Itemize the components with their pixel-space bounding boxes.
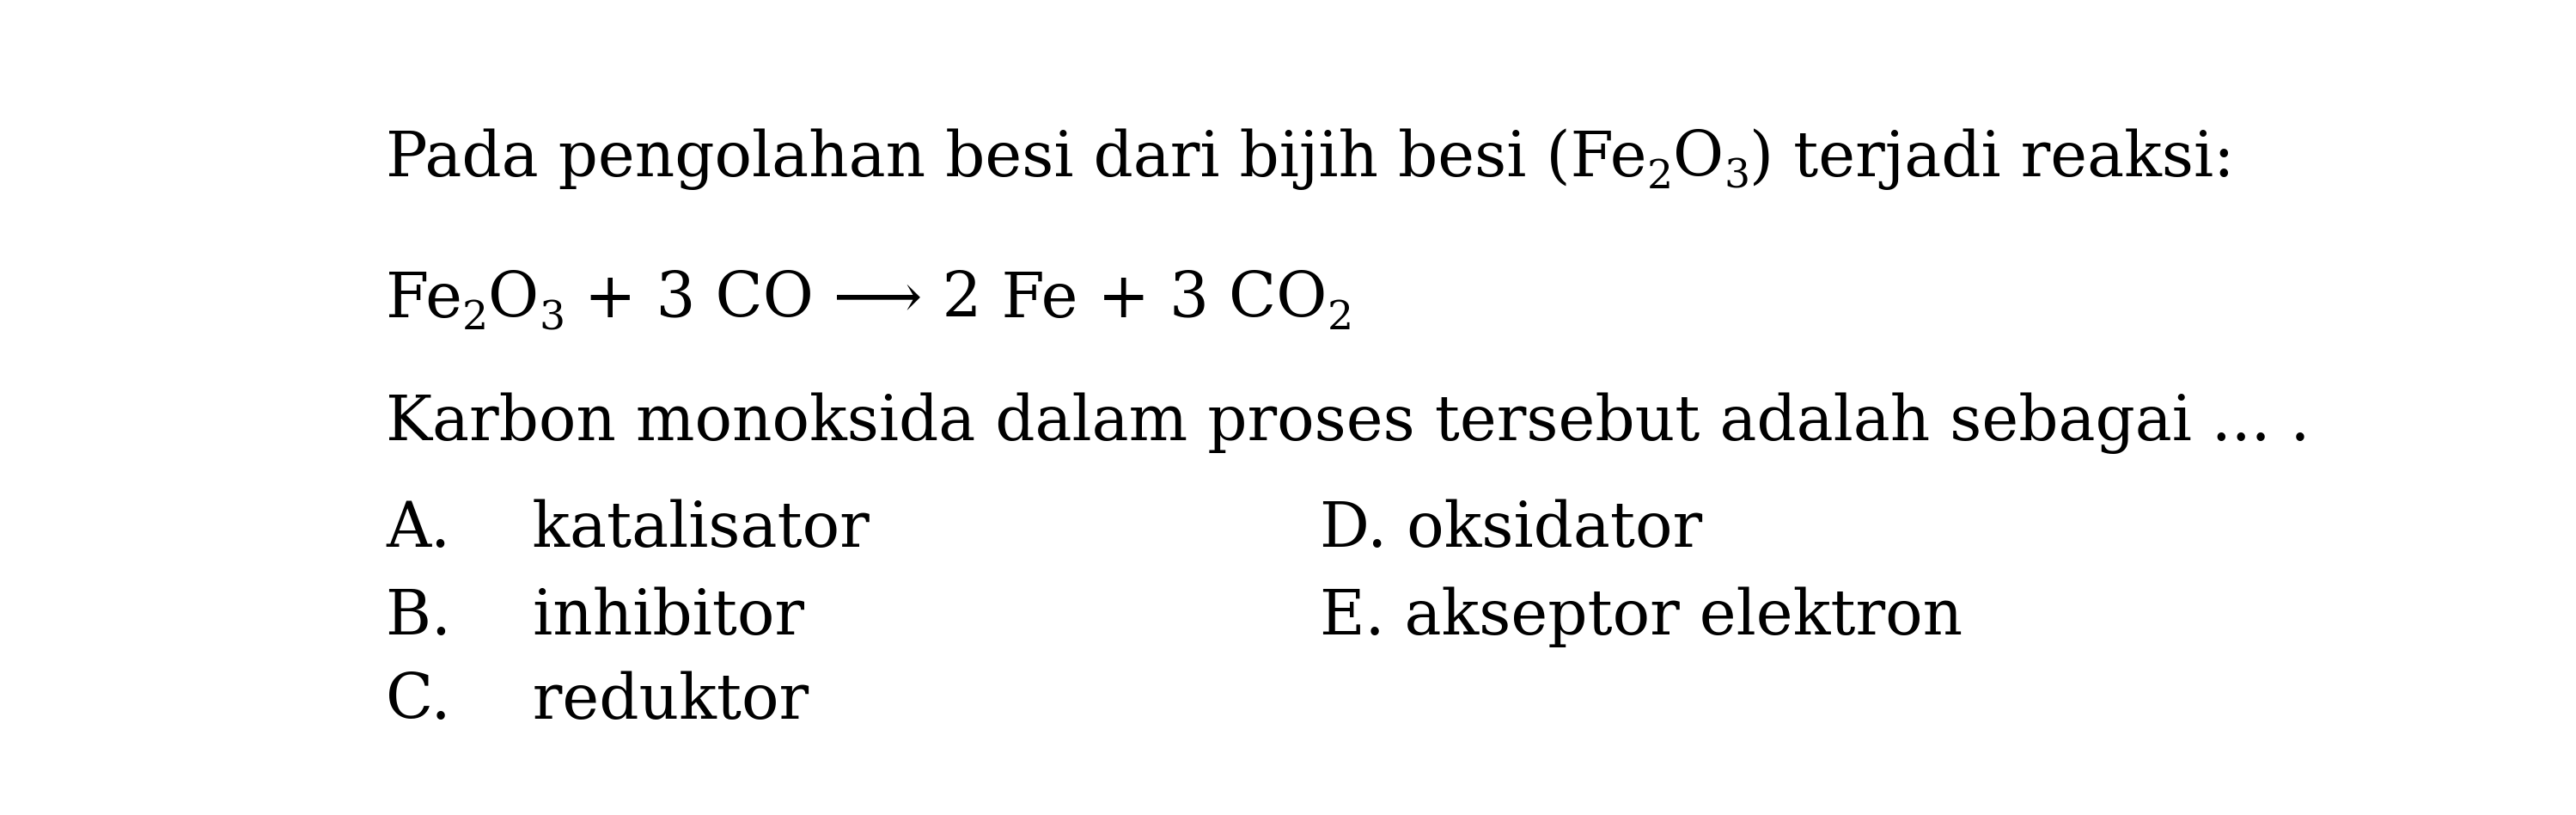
Text: 2: 2 bbox=[461, 299, 489, 338]
Text: Karbon monoksida dalam proses tersebut adalah sebagai ... .: Karbon monoksida dalam proses tersebut a… bbox=[386, 392, 2311, 454]
Text: 3: 3 bbox=[538, 299, 564, 338]
Text: B.  inhibitor: B. inhibitor bbox=[386, 587, 804, 647]
Text: + 3 CO ⟶ 2 Fe + 3 CO: + 3 CO ⟶ 2 Fe + 3 CO bbox=[564, 270, 1327, 330]
Text: ) terjadi reaksi:: ) terjadi reaksi: bbox=[1749, 129, 2233, 190]
Text: O: O bbox=[1672, 129, 1723, 189]
Text: O: O bbox=[489, 270, 538, 330]
Text: 3: 3 bbox=[1723, 158, 1749, 196]
Text: D. oksidator: D. oksidator bbox=[1319, 499, 1703, 559]
Text: 2: 2 bbox=[1327, 299, 1352, 338]
Text: E. akseptor elektron: E. akseptor elektron bbox=[1319, 587, 1963, 647]
Text: Fe: Fe bbox=[386, 270, 461, 330]
Text: 2: 2 bbox=[1646, 158, 1672, 196]
Text: C.  reduktor: C. reduktor bbox=[386, 672, 809, 732]
Text: A.  katalisator: A. katalisator bbox=[386, 499, 871, 559]
Text: Pada pengolahan besi dari bijih besi (Fe: Pada pengolahan besi dari bijih besi (Fe bbox=[386, 129, 1646, 190]
